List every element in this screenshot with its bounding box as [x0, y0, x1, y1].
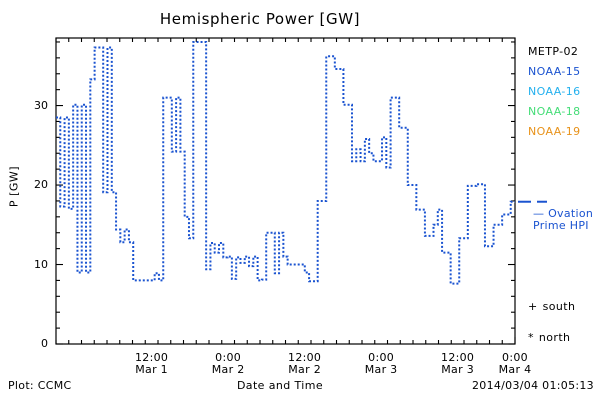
x-tick-label: 12:00 Mar 2: [270, 352, 340, 376]
timestamp: 2014/03/04 01:05:13: [471, 379, 594, 392]
y-tick-label: 10: [34, 257, 48, 271]
x-tick-label: 0:00 Mar 4: [480, 352, 550, 376]
legend-item-noaa-19: NOAA-19: [528, 125, 581, 138]
x-tick-date: Mar 3: [364, 363, 398, 376]
legend-item-noaa-16: NOAA-16: [528, 85, 581, 98]
north-symbol-icon: *: [528, 331, 534, 344]
legend-item-noaa-18: NOAA-18: [528, 105, 581, 118]
legend-marker-north: * north: [528, 331, 570, 344]
x-tick-label: 12:00 Mar 1: [117, 352, 187, 376]
legend-item-noaa-15: NOAA-15: [528, 65, 581, 78]
x-tick-date: Mar 2: [288, 363, 321, 376]
series-line-noaa-15: [56, 40, 515, 285]
legend-ovation-line2: Prime HPI: [533, 219, 589, 232]
x-tick-date: Mar 4: [498, 363, 532, 376]
y-tick-label: 0: [41, 337, 48, 350]
x-tick-time: 0:00: [368, 351, 395, 364]
south-symbol-label: south: [542, 300, 576, 313]
x-tick-label: 0:00 Mar 3: [346, 352, 416, 376]
y-tick-label: 20: [34, 178, 48, 192]
legend-ovation: — Ovation Prime HPI: [533, 208, 593, 232]
south-symbol-icon: +: [528, 300, 538, 313]
plot-frame: [55, 37, 516, 345]
legend-item-metp-02: METP-02: [528, 45, 579, 58]
x-tick-date: Mar 1: [135, 363, 168, 376]
page-title: Hemispheric Power [GW]: [159, 10, 361, 28]
north-symbol-label: north: [538, 331, 571, 344]
x-tick-time: 12:00: [288, 351, 322, 364]
x-tick-time: 0:00: [215, 351, 242, 364]
x-tick-time: 0:00: [502, 351, 528, 364]
y-tick-label: 30: [34, 98, 48, 112]
x-tick-time: 12:00: [441, 351, 475, 364]
legend-marker-south: + south: [528, 300, 575, 313]
x-tick-time: 12:00: [135, 351, 169, 364]
x-axis-label: Date and Time: [236, 379, 324, 392]
x-tick-date: Mar 3: [441, 363, 474, 376]
plot-credit: Plot: CCMC: [8, 379, 72, 392]
x-tick-date: Mar 2: [211, 363, 245, 376]
x-tick-label: 0:00 Mar 2: [193, 352, 263, 376]
x-tick-label: 12:00 Mar 3: [423, 352, 493, 376]
legend-ovation-line1: — Ovation: [533, 207, 594, 220]
